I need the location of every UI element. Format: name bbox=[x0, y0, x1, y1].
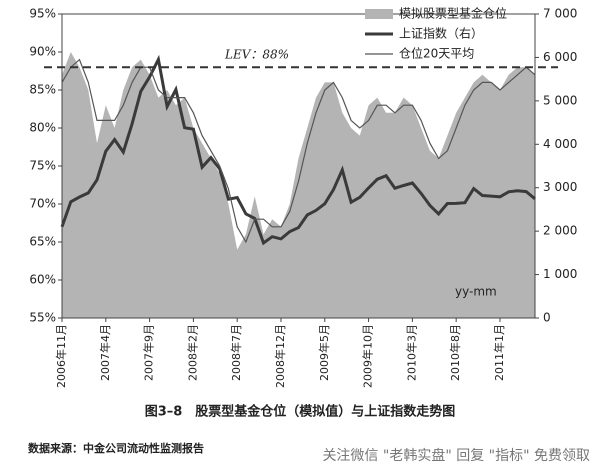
lev-label: LEV：88% bbox=[224, 48, 289, 62]
y-tick-label: 90% bbox=[29, 45, 56, 59]
y-tick-label: 60% bbox=[29, 273, 56, 287]
y2-tick-label: 3 000 bbox=[543, 180, 577, 194]
area bbox=[62, 52, 535, 318]
x-tick-label: 2007年4月 bbox=[98, 324, 112, 381]
legend-label: 仓位20天平均 bbox=[399, 46, 474, 61]
y-tick-label: 80% bbox=[29, 121, 56, 135]
y2-tick-label: 0 bbox=[543, 311, 551, 325]
x-tick-label: 2010年8月 bbox=[448, 324, 462, 381]
y2-tick-label: 4 000 bbox=[543, 137, 577, 151]
chart-title: 图3–8 股票型基金仓位（模拟值）与上证指数走势图 bbox=[145, 404, 456, 420]
source: 数据来源：中金公司流动性监测报告 bbox=[28, 441, 204, 455]
x-tick-label: 2009年10月 bbox=[361, 324, 375, 388]
y2-tick-label: 2 000 bbox=[543, 224, 577, 238]
y-tick-label: 65% bbox=[29, 235, 56, 249]
y-tick-label: 85% bbox=[29, 83, 56, 97]
x-tick-label: 2010年3月 bbox=[404, 324, 418, 381]
legend-label: 上证指数（右） bbox=[399, 26, 483, 41]
x-tick-label: 2011年1月 bbox=[492, 324, 506, 381]
y2-tick-label: 7 000 bbox=[543, 7, 577, 21]
y-tick-label: 70% bbox=[29, 197, 56, 211]
x-tick-label: 2008年7月 bbox=[229, 324, 243, 381]
x-tick-label: 2007年9月 bbox=[142, 324, 156, 381]
x-tick-label: 2008年2月 bbox=[185, 324, 199, 381]
x-tick-label: 2006年11月 bbox=[54, 324, 68, 388]
legend-label: 模拟股票型基金仓位 bbox=[399, 6, 507, 21]
line bbox=[60, 54, 536, 246]
legend-swatch bbox=[365, 9, 393, 19]
y-tick-label: 95% bbox=[29, 7, 56, 21]
x-tick-label: 2009年5月 bbox=[317, 324, 331, 381]
y2-tick-label: 5 000 bbox=[543, 93, 577, 107]
y2-tick-label: 6 000 bbox=[543, 50, 577, 64]
x-axis-label: yy-mm bbox=[455, 285, 497, 299]
y-tick-label: 75% bbox=[29, 159, 56, 173]
x-tick-label: 2008年12月 bbox=[273, 324, 287, 388]
y-tick-label: 55% bbox=[29, 311, 56, 325]
watermark: 关注微信 "老韩实盘" 回复 "指标" 免费领取 bbox=[322, 447, 590, 464]
y2-tick-label: 1 000 bbox=[543, 267, 577, 281]
